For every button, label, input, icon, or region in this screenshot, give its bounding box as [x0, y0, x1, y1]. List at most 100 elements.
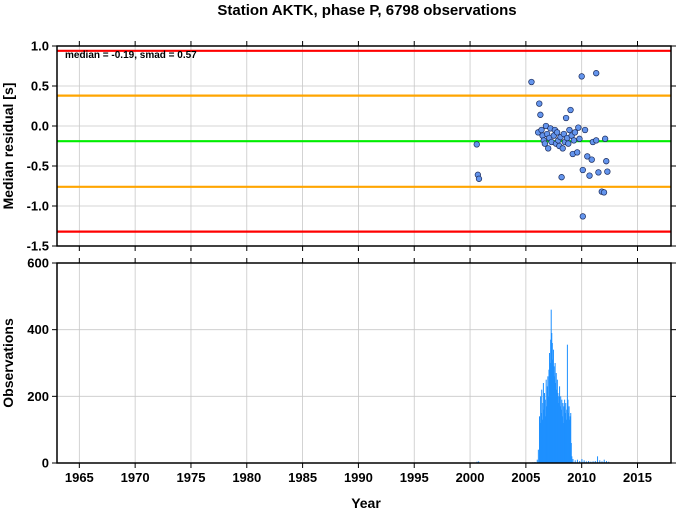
residual-point-25 [559, 145, 566, 152]
histogram-bar-45 [560, 409, 562, 463]
histogram-bar-49 [562, 423, 564, 463]
histogram-bar-27 [550, 309, 552, 463]
bottom-bars [476, 309, 610, 463]
top-y-axis-label: Median residual [s] [0, 83, 16, 210]
histogram-bar-1 [478, 461, 480, 463]
residual-point-45 [588, 156, 595, 163]
histogram-bar-10 [541, 389, 543, 463]
residual-point-36 [571, 129, 579, 136]
top-y-tick-label: 0.0 [31, 119, 49, 134]
residual-point-44 [586, 172, 593, 179]
bottom-panel: 0 200 400 600 1965 1970 1975 1980 1985 1990 1995 2… [0, 256, 676, 511]
histogram-bar-29 [551, 343, 553, 463]
x-tick-label: 1965 [65, 470, 94, 485]
residual-point-39 [576, 135, 583, 142]
top-grid [57, 45, 671, 247]
histogram-bar-43 [559, 406, 561, 463]
histogram-bar-34 [554, 363, 556, 463]
histogram-bar-52 [564, 413, 566, 463]
residual-point-13 [545, 145, 552, 152]
bottom-plot-frame [56, 262, 672, 464]
histogram-bar-70 [583, 460, 585, 463]
residual-point-47 [593, 137, 600, 144]
residual-point-3 [528, 78, 535, 86]
histogram-bar-30 [552, 359, 554, 463]
residual-point-7 [538, 126, 545, 134]
histogram-bar-16 [544, 416, 546, 463]
histogram-bar-58 [568, 413, 570, 463]
residual-point-51 [600, 189, 608, 196]
histogram-bar-39 [557, 393, 559, 463]
histogram-bar-21 [547, 376, 549, 463]
histogram-bar-48 [562, 403, 564, 463]
histogram-bar-14 [543, 409, 545, 463]
residual-point-38 [575, 124, 582, 131]
residual-point-55 [579, 213, 586, 220]
histogram-bar-28 [551, 333, 553, 463]
residual-point-48 [593, 70, 600, 77]
residual-point-54 [604, 168, 611, 175]
histogram-bar-4 [536, 459, 538, 463]
x-tick-label: 1985 [288, 470, 317, 485]
residual-point-2 [475, 175, 483, 182]
residual-point-37 [574, 149, 581, 156]
top-plot-frame [56, 45, 672, 247]
residual-point-41 [579, 166, 586, 174]
bottom-y-axis-label: Observations [0, 318, 16, 408]
top-y-tick-label: -1.0 [27, 199, 49, 214]
histogram-bar-33 [554, 376, 556, 463]
histogram-bar-80 [605, 461, 607, 463]
residual-point-26 [560, 130, 567, 138]
histogram-bar-7 [539, 423, 541, 463]
residual-point-20 [553, 129, 561, 136]
top-y-tick-label: 0.5 [31, 79, 49, 94]
residual-point-53 [603, 158, 610, 165]
bottom-y-tick-label: 400 [27, 322, 49, 337]
x-axis-label: Year [351, 495, 381, 511]
residual-point-35 [570, 137, 578, 144]
residual-point-31 [566, 126, 573, 134]
histogram-bar-35 [555, 383, 557, 463]
histogram-bar-72 [588, 461, 590, 463]
residual-point-30 [565, 140, 572, 147]
histogram-bar-47 [561, 416, 563, 463]
x-tick-label: 2000 [456, 470, 485, 485]
histogram-bar-19 [546, 406, 548, 463]
chart-title: Station AKTK, phase P, 6798 observations [217, 2, 516, 19]
histogram-bar-22 [547, 396, 549, 463]
top-y-tick-label: -0.5 [27, 159, 49, 174]
histogram-bar-12 [542, 403, 544, 463]
histogram-bar-41 [558, 396, 560, 463]
residual-point-43 [584, 153, 591, 160]
histogram-bar-8 [540, 396, 542, 463]
top-y-ticks: 1.0 0.5 0.0 -0.5 -1.0 -1.5 [27, 39, 676, 254]
residual-point-4 [536, 100, 543, 107]
histogram-bar-5 [537, 449, 539, 463]
bottom-x-ticks: 1965 1970 1975 1980 1985 1990 1995 2000 2005 2010… [65, 258, 652, 485]
histogram-bar-56 [566, 344, 568, 463]
histogram-bar-13 [542, 383, 544, 463]
histogram-bar-17 [545, 399, 547, 463]
histogram-bar-69 [581, 459, 583, 463]
histogram-bar-78 [601, 461, 603, 463]
histogram-bar-60 [569, 419, 571, 463]
histogram-bar-51 [564, 399, 566, 463]
x-tick-label: 1980 [232, 470, 261, 485]
bottom-y-tick-label: 200 [27, 389, 49, 404]
histogram-bar-75 [594, 461, 596, 463]
bottom-y-tick-label: 0 [42, 456, 49, 471]
residual-point-28 [562, 114, 570, 122]
histogram-bar-76 [597, 456, 599, 463]
top-y-tick-label: -1.5 [27, 239, 49, 254]
residual-point-5 [537, 111, 544, 118]
top-y-tick-label: 1.0 [31, 39, 49, 54]
top-points [473, 70, 611, 220]
histogram-bar-64 [571, 456, 573, 463]
histogram-bar-63 [570, 443, 572, 463]
histogram-bar-79 [603, 459, 605, 463]
histogram-bar-9 [540, 413, 542, 463]
x-tick-label: 1995 [400, 470, 429, 485]
x-tick-label: 2010 [567, 470, 596, 485]
histogram-bar-40 [557, 403, 559, 463]
